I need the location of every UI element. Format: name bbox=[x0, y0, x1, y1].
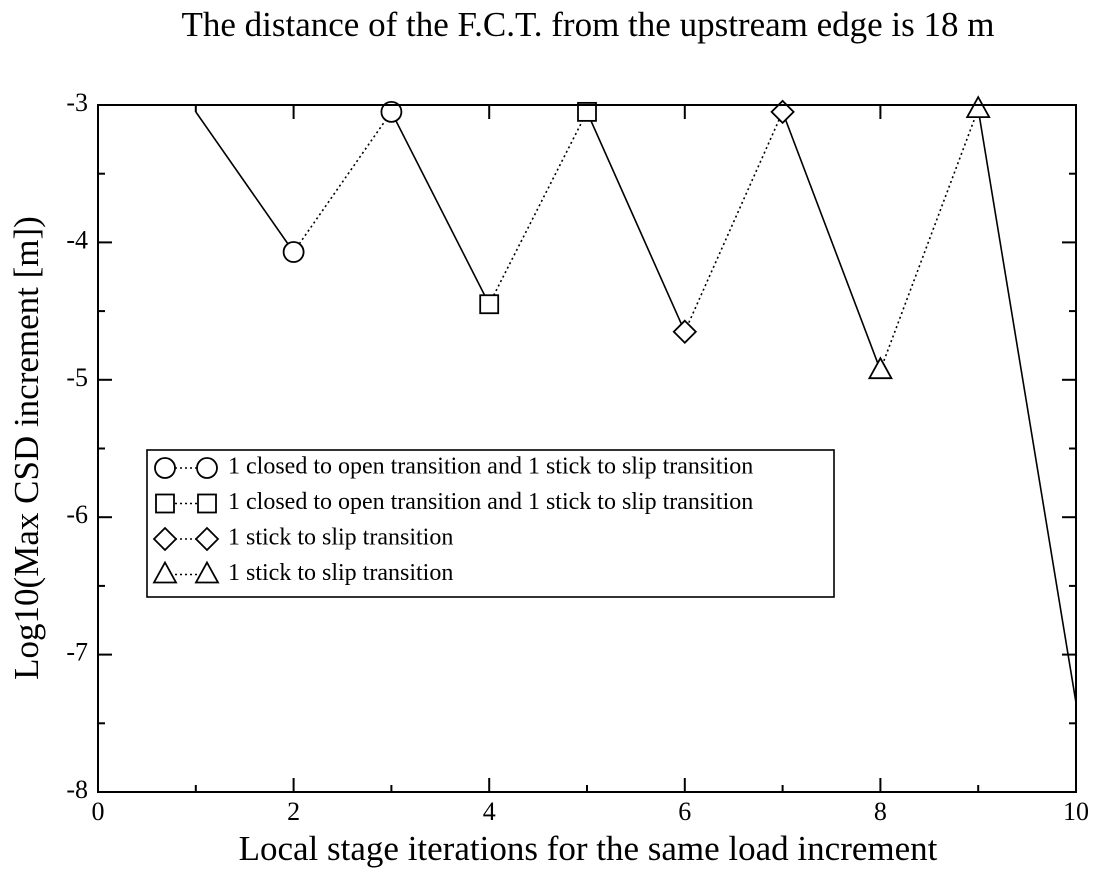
x-tick-label: 0 bbox=[92, 797, 105, 826]
marker bbox=[479, 294, 500, 315]
series-line bbox=[684, 111, 784, 333]
series-line bbox=[781, 111, 882, 371]
x-axis-label: Local stage iterations for the same load… bbox=[239, 829, 938, 868]
marker bbox=[965, 95, 991, 119]
legend-marker bbox=[154, 457, 176, 479]
marker bbox=[282, 241, 305, 263]
legend-box bbox=[146, 449, 835, 598]
chart-title: The distance of the F.C.T. from the upst… bbox=[181, 5, 994, 44]
y-tick-label: -4 bbox=[66, 225, 88, 254]
series-line bbox=[292, 111, 393, 253]
legend-label: 1 closed to open transition and 1 stick … bbox=[228, 454, 753, 480]
legend-label: 1 closed to open transition and 1 stick … bbox=[228, 489, 753, 515]
plot-frame bbox=[97, 104, 1077, 793]
marker bbox=[380, 100, 403, 123]
y-axis-label: Log10(Max CSD increment [m]) bbox=[7, 216, 46, 680]
x-tick-label: 6 bbox=[678, 797, 691, 826]
legend-marker bbox=[152, 526, 178, 552]
y-tick-label: -3 bbox=[66, 88, 88, 117]
marker bbox=[577, 101, 597, 122]
legend-marker bbox=[194, 526, 220, 552]
marker bbox=[770, 99, 795, 125]
marker bbox=[867, 356, 893, 380]
legend-marker bbox=[155, 493, 175, 514]
legend-label: 1 stick to slip transition bbox=[228, 560, 453, 586]
legend-marker bbox=[194, 560, 220, 584]
series-line bbox=[390, 111, 490, 305]
series-line bbox=[879, 108, 979, 371]
marker bbox=[672, 319, 698, 344]
y-tick-label: -6 bbox=[66, 500, 88, 529]
x-tick-label: 8 bbox=[874, 797, 887, 826]
x-tick-label: 2 bbox=[287, 797, 300, 826]
series-line bbox=[488, 111, 588, 305]
x-tick-label: 10 bbox=[1063, 797, 1089, 826]
legend-label: 1 stick to slip transition bbox=[228, 525, 453, 551]
series-line bbox=[977, 108, 1076, 703]
y-tick-label: -8 bbox=[66, 775, 88, 804]
series-line bbox=[195, 111, 295, 253]
legend-marker bbox=[152, 560, 178, 584]
legend-marker bbox=[196, 457, 218, 479]
legend-marker bbox=[197, 493, 217, 514]
y-tick-label: -5 bbox=[66, 363, 88, 392]
x-tick-label: 4 bbox=[483, 797, 496, 826]
series-line bbox=[586, 111, 686, 333]
y-tick-label: -7 bbox=[66, 638, 88, 667]
